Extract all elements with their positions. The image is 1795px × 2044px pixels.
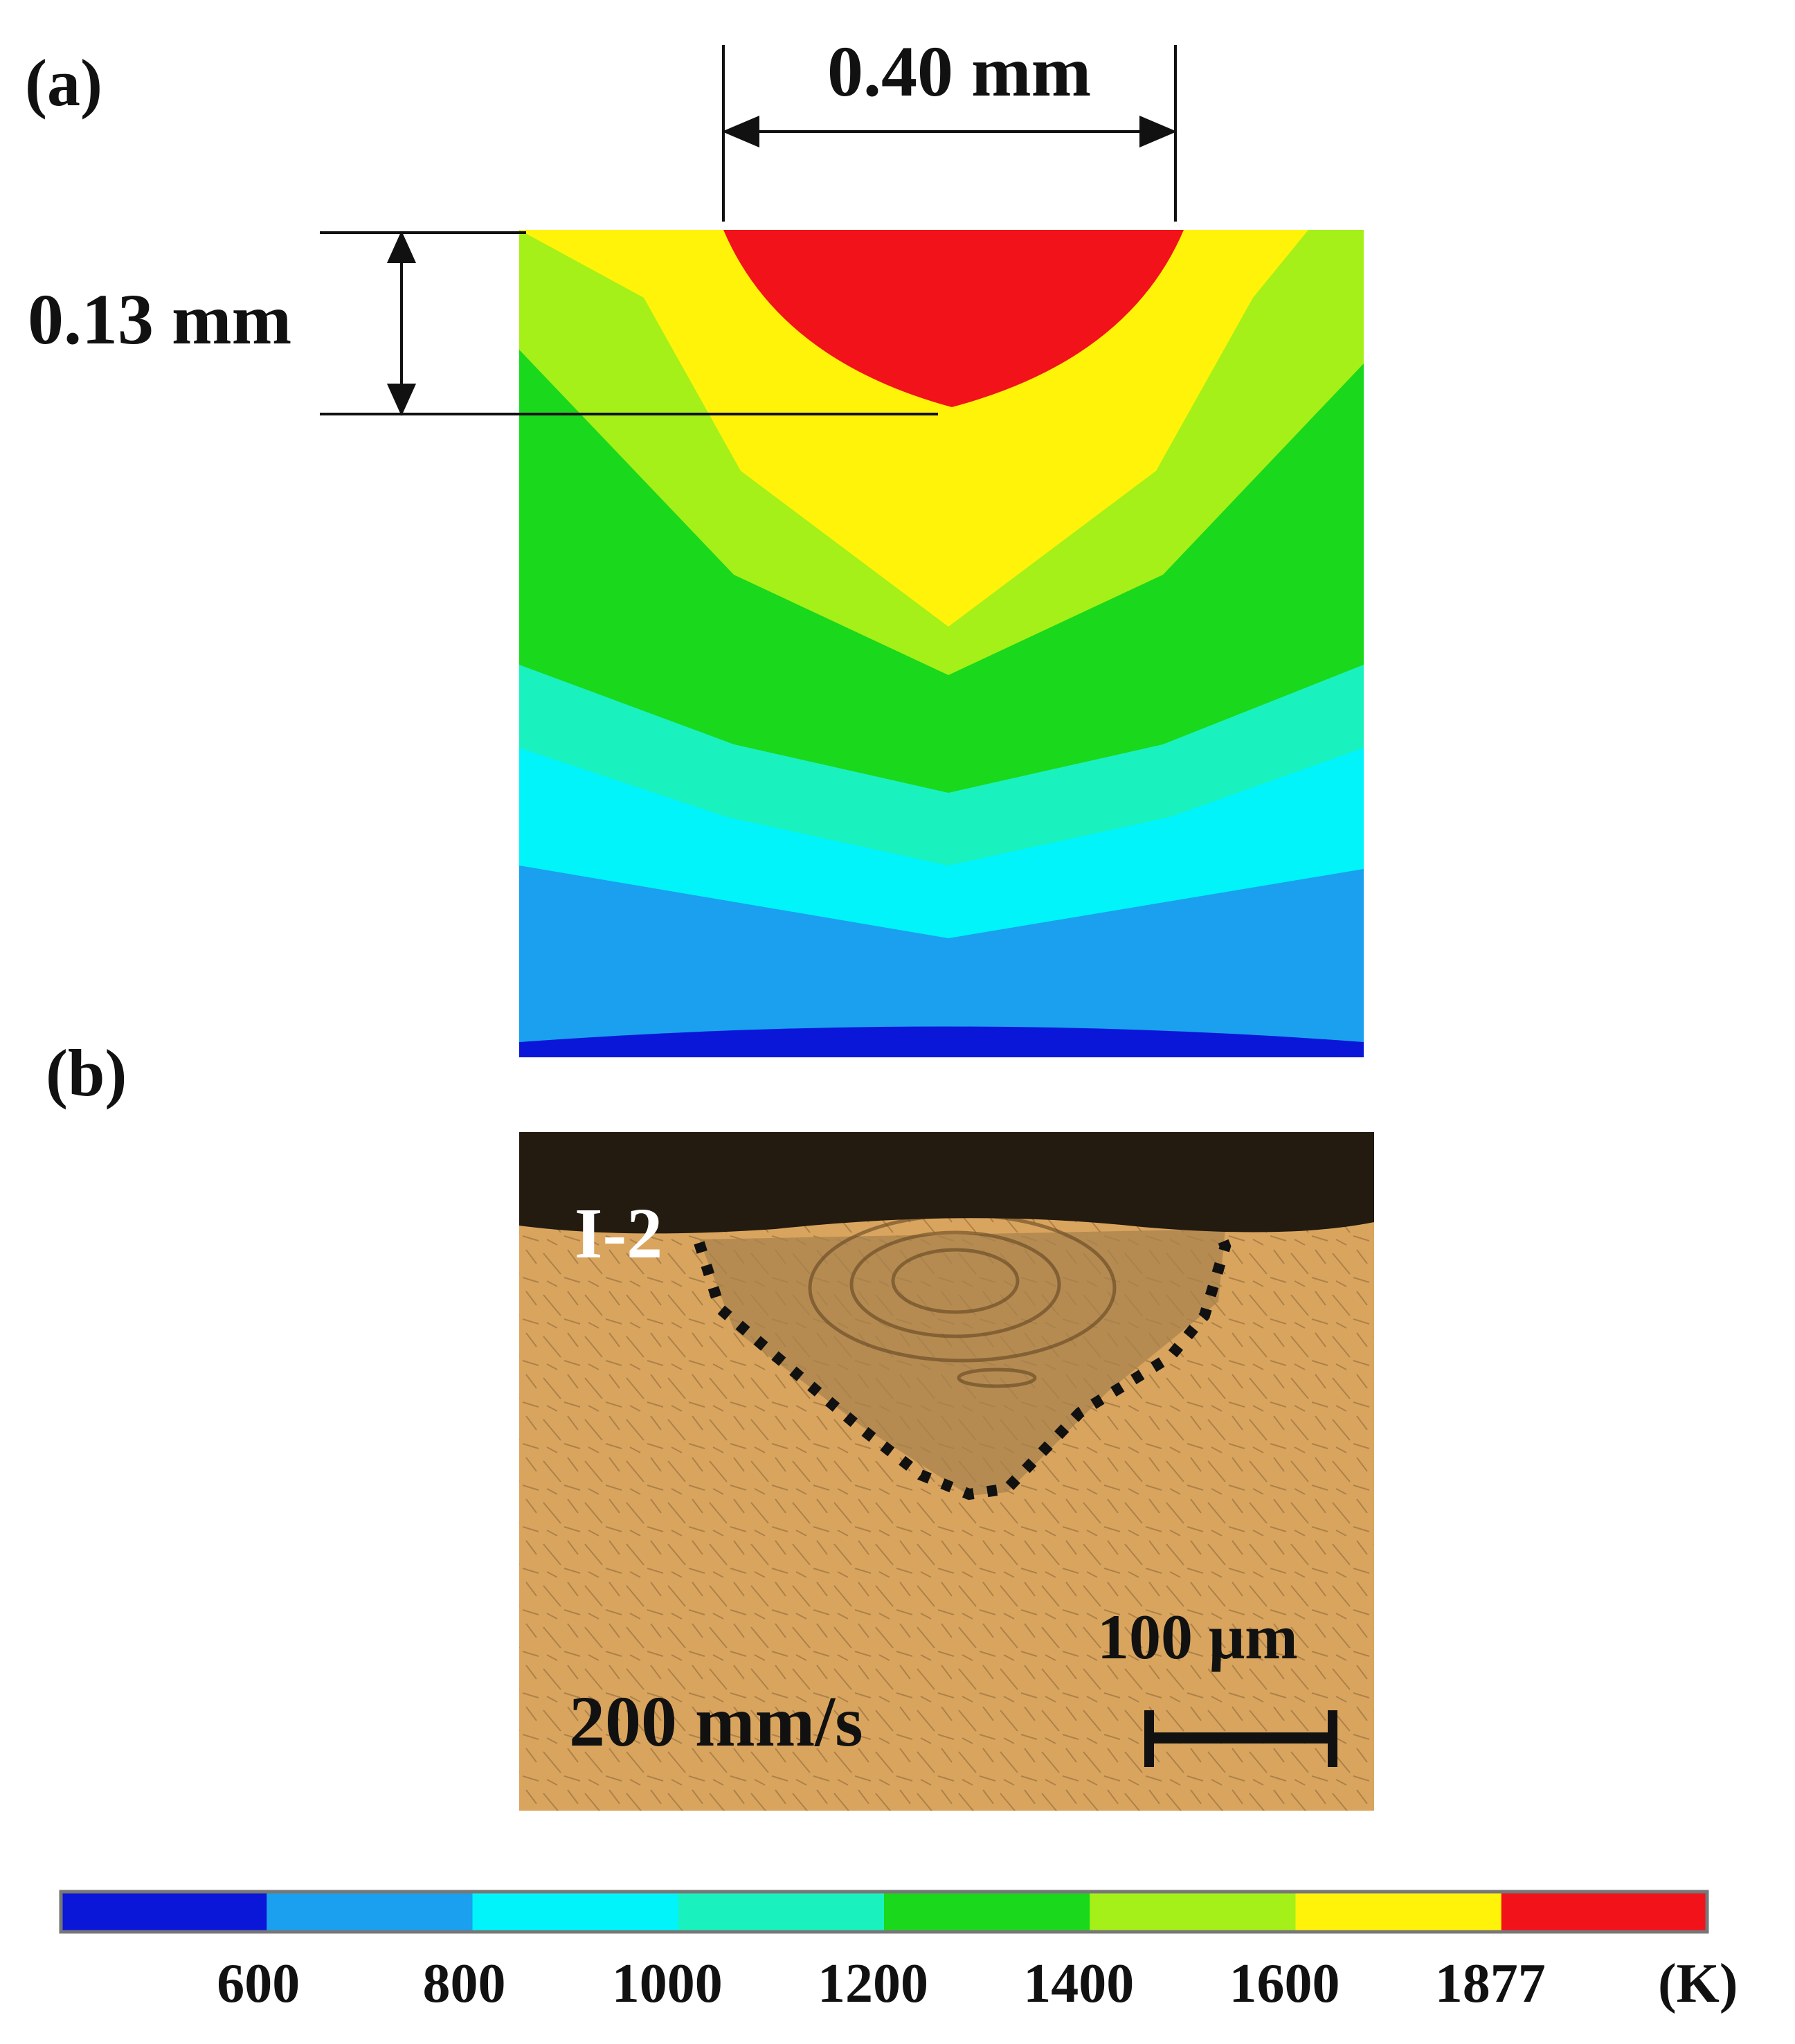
colorbar-tick-label: 600 xyxy=(217,1953,300,2014)
colorbar-swatch-3 xyxy=(678,1892,885,1932)
micrograph-image xyxy=(519,1132,1374,1811)
micrograph-top-dark-region xyxy=(519,1132,1374,1234)
colorbar-tick-label: 1877 xyxy=(1434,1953,1546,2014)
colorbar-tick-label: 1600 xyxy=(1229,1953,1340,2014)
scale-bar xyxy=(1144,1710,1337,1767)
width-dimension-marker xyxy=(721,45,1178,222)
sample-id-label: I-2 xyxy=(575,1194,663,1273)
panel-a-label: (a) xyxy=(25,46,102,120)
scan-speed-label: 200 mm/s xyxy=(569,1682,863,1761)
panel-b-label: (b) xyxy=(46,1036,127,1110)
colorbar-swatch-5 xyxy=(1090,1892,1297,1932)
colorbar-tick-label: 1200 xyxy=(818,1953,928,2014)
depth-dimension-marker xyxy=(320,231,938,416)
depth-dimension-label: 0.13 mm xyxy=(28,280,292,359)
colorbar-tick-label: 1400 xyxy=(1023,1953,1135,2014)
colorbar-swatch-6 xyxy=(1295,1892,1502,1932)
colorbar-swatch-2 xyxy=(472,1892,679,1932)
colorbar-swatch-1 xyxy=(267,1892,473,1932)
melt-pool-boundary-dotted xyxy=(694,1227,1232,1500)
colorbar-unit-label: (K) xyxy=(1658,1953,1738,2014)
colorbar-tick-label: 800 xyxy=(422,1953,506,2014)
melt-pool-region xyxy=(723,230,1184,407)
scale-bar-label: 100 μm xyxy=(1097,1602,1298,1672)
temperature-contour-map xyxy=(519,230,1364,1057)
colorbar xyxy=(59,1890,1709,1934)
colorbar-swatch-4 xyxy=(884,1892,1091,1932)
width-dimension-label: 0.40 mm xyxy=(827,32,1092,111)
colorbar-frame xyxy=(59,1890,1709,1934)
colorbar-swatch-0 xyxy=(61,1892,268,1932)
colorbar-tick-label: 1000 xyxy=(611,1953,723,2014)
contour-band-1 xyxy=(519,230,1308,627)
colorbar-swatch-7 xyxy=(1501,1892,1708,1932)
